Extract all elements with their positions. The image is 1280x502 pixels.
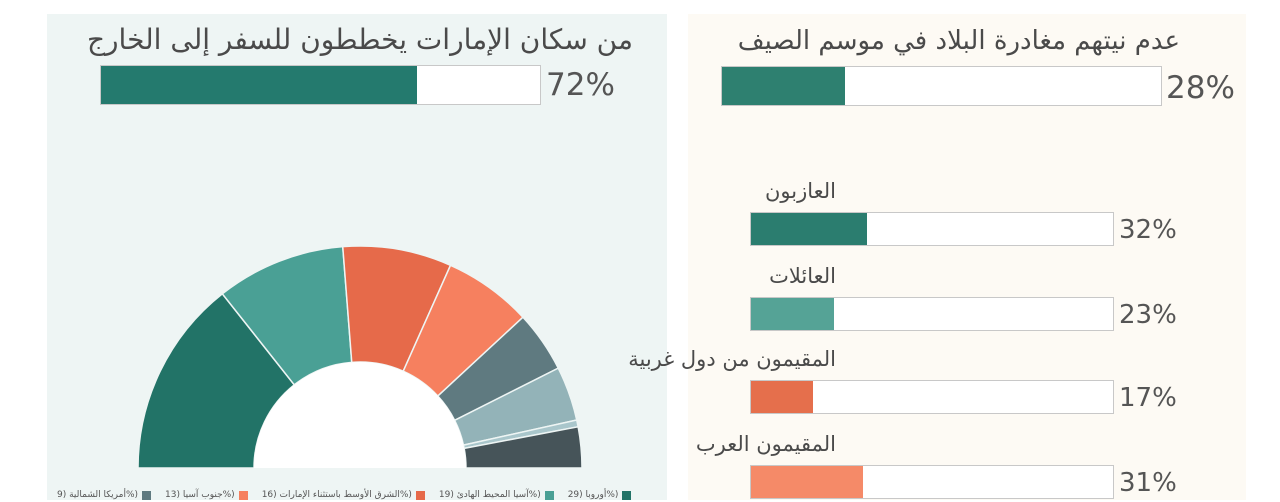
group-label: العازبون <box>764 179 836 203</box>
legend-label: (%الشرق الأوسط باستثناء الإمارات (16 <box>261 490 412 500</box>
group-bar-track <box>750 380 1114 414</box>
legend-swatch <box>238 490 248 500</box>
travel-abroad-percent: 72% <box>546 67 615 103</box>
legend-label: (%أمريكا الشمالية (9 <box>57 490 139 500</box>
stay-home-panel: عدم نيتهم مغادرة البلاد في موسم الصيف 28… <box>628 14 1246 500</box>
legend-swatch <box>544 490 554 500</box>
travel-abroad-panel: من سكان الإمارات يخططون للسفر إلى الخارج… <box>47 14 667 500</box>
travel-abroad-bar-fill <box>101 66 418 104</box>
legend-item: (%جنوب آسيا (13 <box>165 488 248 502</box>
stay-home-bar-track <box>721 66 1162 106</box>
legend-item: (%الشرق الأوسط باستثناء الإمارات (16 <box>262 488 425 502</box>
group-bar-track <box>750 465 1114 499</box>
group-label: العائلات <box>769 264 836 288</box>
stay-home-title: عدم نيتهم مغادرة البلاد في موسم الصيف <box>737 26 1180 56</box>
donut-legend: (%أوروبا (29 (%آسيا المحيط الهادئ (19 (%ال… <box>57 488 667 502</box>
group-bar-track <box>750 212 1114 246</box>
group-label: المقيمون من دول غربية <box>628 347 836 371</box>
legend-swatch <box>142 490 152 500</box>
travel-abroad-bar-track <box>100 65 541 105</box>
legend-item: (%أوروبا (29 <box>568 488 632 502</box>
group-percent: 31% <box>1119 468 1177 498</box>
group-percent: 32% <box>1119 215 1177 245</box>
stay-home-bar-fill <box>722 67 845 105</box>
travel-abroad-title: من سكان الإمارات يخططون للسفر إلى الخارج <box>86 23 633 56</box>
group-bar-track <box>750 297 1114 331</box>
group-percent: 23% <box>1119 300 1177 330</box>
legend-item: (%أمريكا الشمالية (9 <box>57 488 152 502</box>
destination-donut-chart <box>137 245 583 469</box>
legend-swatch <box>415 490 425 500</box>
donut-hole <box>254 362 466 468</box>
group-label: المقيمون العرب <box>695 432 836 456</box>
group-bar-fill <box>751 381 813 413</box>
legend-swatch <box>622 490 632 500</box>
legend-item: (%آسيا المحيط الهادئ (19 <box>439 488 554 502</box>
legend-label: (%أوروبا (29 <box>567 490 619 500</box>
group-percent: 17% <box>1119 383 1177 413</box>
group-bar-fill <box>751 466 864 498</box>
group-bar-fill <box>751 213 867 245</box>
group-bar-fill <box>751 298 835 330</box>
stay-home-percent: 28% <box>1166 70 1235 106</box>
legend-label: (%جنوب آسيا (13 <box>165 490 235 500</box>
legend-label: (%آسيا المحيط الهادئ (19 <box>438 490 541 500</box>
